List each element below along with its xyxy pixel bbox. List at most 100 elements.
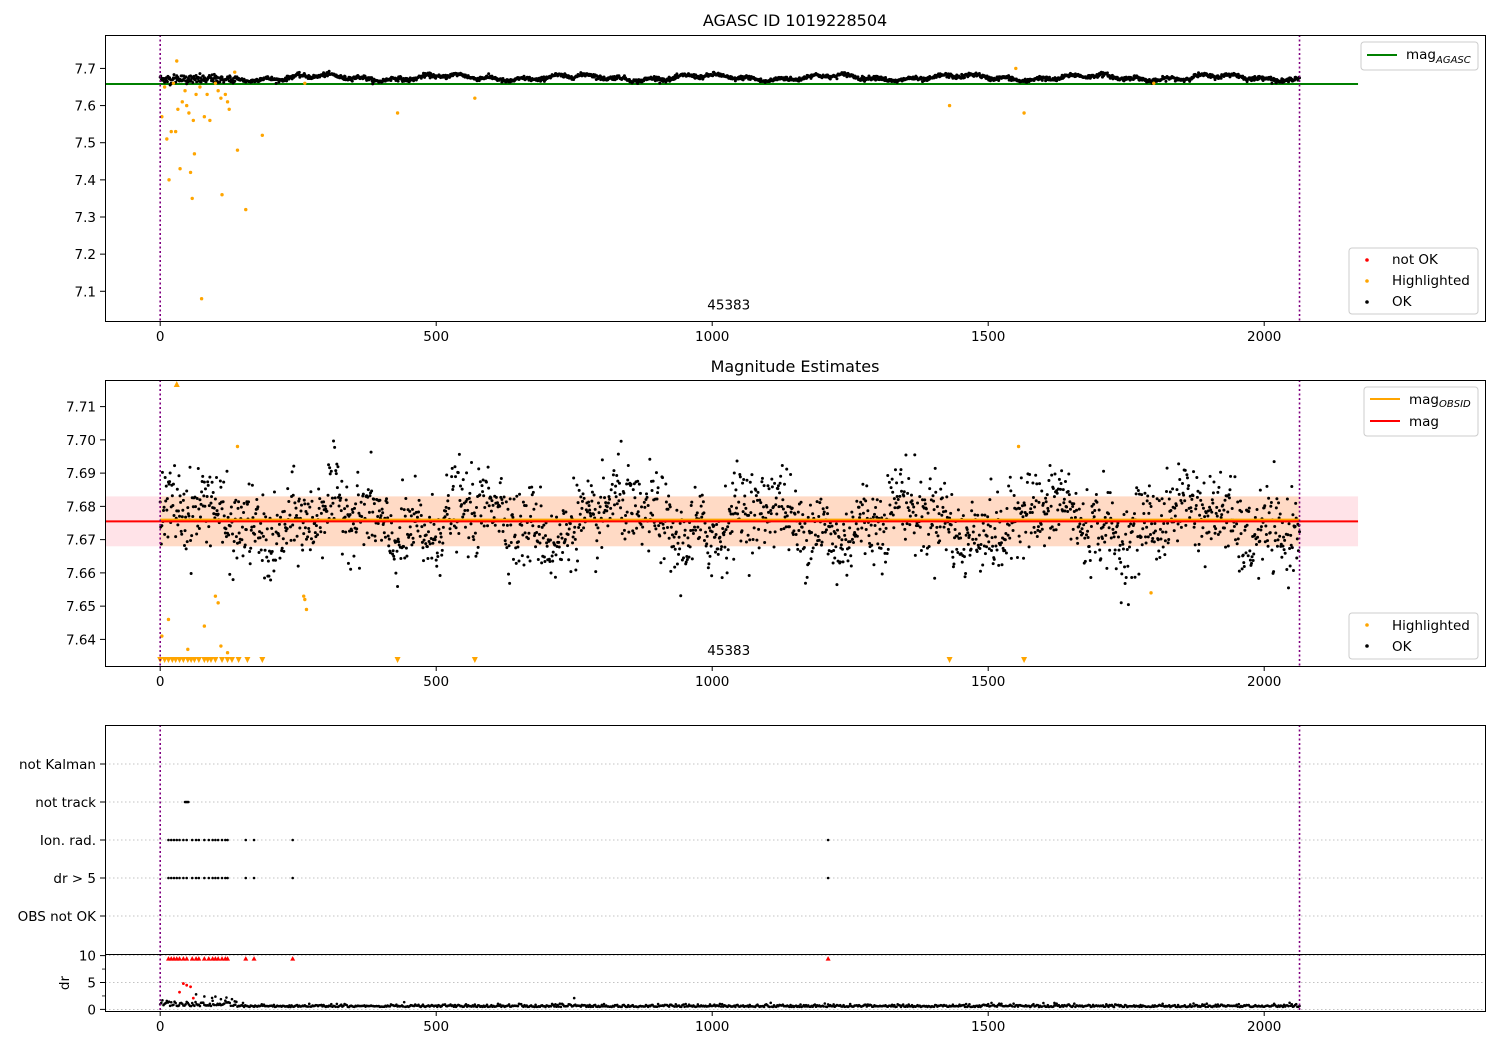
dr-point [160,1001,163,1005]
middle-ok-point [302,532,306,536]
middle-ok-point [414,510,418,514]
top-ok-point [1219,76,1223,80]
middle-ok-point [1021,515,1025,519]
middle-legend-highlighted: Highlighted [1392,618,1470,634]
middle-ok-point [573,525,577,529]
middle-ok-point [1295,556,1299,560]
middle-ok-point [783,515,787,519]
middle-ok-point [1041,501,1045,505]
middle-ok-point [832,548,836,552]
middle-ok-point [1166,541,1170,545]
middle-ok-point [224,535,228,539]
middle-ok-point [927,545,931,549]
middle-ok-point [325,509,329,513]
middle-ok-point [929,498,933,502]
middle-ok-point [1019,476,1023,480]
middle-ok-point [397,543,401,547]
middle-ok-point [1018,540,1022,544]
middle-ok-point [712,524,716,528]
middle-ok-point [1119,560,1123,564]
middle-ok-point [451,487,455,491]
middle-ok-point [935,525,939,529]
middle-ok-point [701,500,705,504]
below-range-marker [207,657,214,663]
middle-highlighted-point [1016,444,1021,449]
middle-ok-point [1136,489,1140,493]
middle-ok-point [875,498,879,502]
middle-ok-point [641,525,645,529]
dr-point [328,1004,332,1008]
middle-ok-point [419,514,423,518]
middle-ok-point [889,486,893,490]
middle-ok-point [1120,572,1124,576]
middle-ok-point [1278,512,1282,516]
middle-ok-point [497,529,501,533]
middle-ok-point [796,510,800,514]
middle-ok-point [243,543,247,547]
middle-ok-point [1126,603,1130,607]
middle-ok-point [455,550,459,554]
middle-ok-point [503,539,507,543]
flag-point [197,838,201,842]
middle-ok-point [365,531,369,535]
middle-ok-point [661,476,665,480]
middle-ok-point [191,505,195,509]
middle-xtick-label-1000: 1000 [695,674,729,690]
middle-ok-point [368,494,372,498]
top-legend-not-ok: not OK [1392,252,1439,268]
middle-ok-point [372,497,376,501]
middle-ok-point [162,505,166,509]
middle-ok-point [1184,508,1188,512]
middle-ok-point [259,521,263,525]
middle-ok-point [779,527,783,531]
middle-ok-point [964,571,968,575]
dr-point [228,1001,232,1005]
middle-ok-point [579,529,583,533]
dr-point [516,1004,520,1008]
middle-ok-point [911,502,915,506]
middle-ok-point [1259,528,1263,532]
middle-ok-point [698,494,702,498]
middle-ok-point [182,543,186,547]
flag-point [197,876,201,880]
flag-point [182,876,185,880]
middle-ok-point [401,478,405,482]
middle-ok-point [189,572,193,576]
middle-ok-point [903,537,907,541]
middle-ok-point [572,476,576,480]
middle-ok-point [598,505,602,509]
middle-ok-point [785,514,789,518]
dr-point [307,1002,311,1006]
middle-ok-point [690,500,694,504]
middle-ok-point [646,504,650,508]
middle-ok-point [1016,501,1020,505]
middle-ok-point [227,533,231,537]
below-range-marker [212,657,219,663]
middle-ok-point [462,512,466,516]
middle-ok-point [1090,504,1094,508]
middle-ok-point [609,488,613,492]
middle-ok-point [411,536,415,540]
middle-ok-point [1047,479,1051,483]
middle-ok-point [562,511,566,515]
middle-ok-point [1077,507,1081,511]
middle-ok-point [1243,528,1247,532]
dr-point [193,1004,196,1008]
middle-ok-point [800,525,804,529]
middle-ok-point [550,514,554,518]
middle-ok-point [1216,490,1220,494]
middle-ok-point [479,521,483,525]
top-ok-point [1188,79,1192,83]
middle-ok-point [335,462,339,466]
middle-ok-point [198,515,202,519]
middle-ok-point [211,491,215,495]
middle-ok-point [167,482,171,486]
middle-ok-point [228,572,232,576]
middle-ok-point [914,513,918,517]
middle-ok-point [445,512,449,516]
middle-ok-point [1194,507,1198,511]
middle-ok-point [164,499,168,503]
middle-ok-point [796,547,800,551]
dr-point [747,1005,750,1009]
middle-highlighted-point [225,650,230,655]
